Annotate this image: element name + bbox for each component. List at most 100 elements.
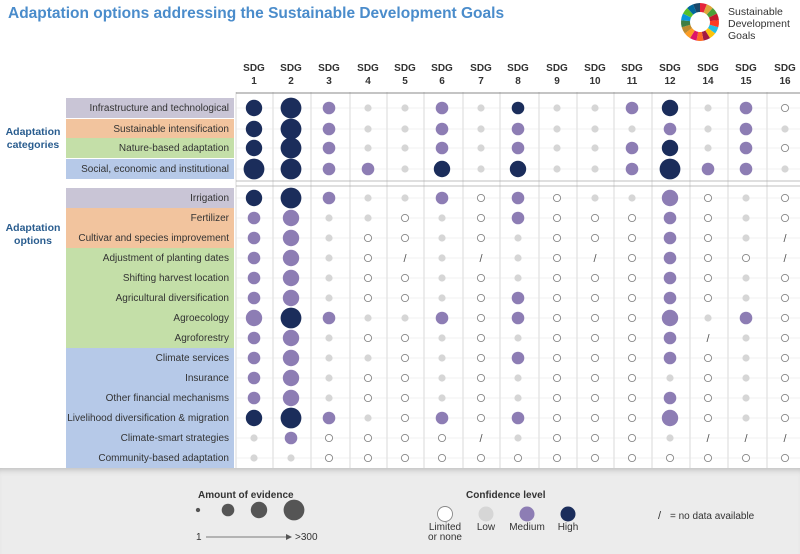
evidence-bubble <box>663 231 677 245</box>
evidence-bubble <box>590 413 600 423</box>
evidence-bubble <box>247 371 261 385</box>
evidence-bubble <box>324 433 334 443</box>
sdg-column-header: SDG 3 <box>311 62 347 88</box>
evidence-bubble <box>552 433 562 443</box>
evidence-bubble <box>742 214 750 222</box>
confidence-legend-label: High <box>543 523 593 533</box>
sdg-column-header: SDG 2 <box>273 62 309 88</box>
evidence-bubble <box>438 294 446 302</box>
evidence-bubble <box>739 141 753 155</box>
evidence-bubble <box>739 122 753 136</box>
evidence-bubble <box>400 393 410 403</box>
sdg-column-header-line: 11 <box>626 76 638 87</box>
evidence-bubble <box>400 453 410 463</box>
sdg-column-header-line: 2 <box>288 76 294 87</box>
evidence-bubble <box>250 434 258 442</box>
evidence-bubble <box>703 393 713 403</box>
evidence-bubble <box>245 139 263 157</box>
evidence-bubble <box>511 211 525 225</box>
evidence-bubble-no-data: / <box>783 233 787 245</box>
evidence-bubble <box>552 313 562 323</box>
evidence-bubble <box>322 191 336 205</box>
sdg-wheel-segment <box>682 7 694 18</box>
evidence-bubble <box>282 229 300 247</box>
evidence-bubble <box>703 373 713 383</box>
sdg-logo-text: Sustainable Development Goals <box>728 6 800 42</box>
evidence-bubble <box>247 291 261 305</box>
evidence-bubble <box>364 144 372 152</box>
confidence-legend-label: Limited or none <box>420 523 470 543</box>
evidence-bubble <box>435 191 449 205</box>
evidence-bubble <box>514 334 522 342</box>
evidence-bubble <box>780 103 790 113</box>
evidence-bubble <box>590 213 600 223</box>
evidence-bubble <box>324 453 334 463</box>
evidence-bubble <box>552 413 562 423</box>
evidence-bubble <box>322 162 336 176</box>
sdg-column-header: SDG 14 <box>690 62 726 88</box>
sdg-column-header: SDG 1 <box>236 62 272 88</box>
evidence-bubble <box>591 144 599 152</box>
legend-footer: Amount of evidence 1 >300 Confidence leve… <box>0 468 800 554</box>
confidence-legend <box>437 506 576 522</box>
evidence-bubble <box>553 144 561 152</box>
evidence-bubble <box>741 453 751 463</box>
sdg-column-header: SDG 10 <box>577 62 613 88</box>
evidence-bubble <box>628 125 636 133</box>
evidence-bubble <box>739 162 753 176</box>
confidence-legend-label-line: Medium <box>509 522 545 533</box>
evidence-bubble <box>282 329 300 347</box>
row-label: Climate services <box>155 352 229 364</box>
evidence-bubble <box>400 233 410 243</box>
evidence-bubble <box>552 213 562 223</box>
evidence-bubble <box>514 254 522 262</box>
row-band-orange <box>66 119 234 139</box>
evidence-legend: 1 >300 <box>195 499 318 543</box>
evidence-bubble-no-data: / <box>479 253 483 265</box>
evidence-bubble <box>590 373 600 383</box>
evidence-bubble <box>511 411 525 425</box>
evidence-bubble <box>325 254 333 262</box>
sdg-wheel-segment <box>708 13 719 22</box>
evidence-bubble <box>401 144 409 152</box>
evidence-bubble <box>282 209 300 227</box>
evidence-bubble <box>591 165 599 173</box>
sdg-column-header-line: 14 <box>702 76 714 87</box>
evidence-bubble <box>703 253 713 263</box>
evidence-bubble <box>435 141 449 155</box>
confidence-legend-label-line: High <box>557 522 579 533</box>
evidence-bubble <box>243 158 265 180</box>
row-label: Shifting harvest location <box>122 272 229 284</box>
confidence-legend-label: Medium <box>502 523 552 533</box>
evidence-bubble <box>325 234 333 242</box>
evidence-bubble <box>363 453 373 463</box>
evidence-bubble <box>663 291 677 305</box>
evidence-bubble <box>552 233 562 243</box>
evidence-bubble <box>661 139 679 157</box>
evidence-bubble-no-data: / <box>403 253 407 265</box>
evidence-bubble <box>552 273 562 283</box>
evidence-bubble <box>514 234 522 242</box>
evidence-bubble <box>780 453 790 463</box>
sdg-wheel-segment <box>684 28 695 39</box>
evidence-bubble <box>363 373 373 383</box>
evidence-bubble <box>552 393 562 403</box>
evidence-bubble <box>247 231 261 245</box>
sdg-wheel-segment <box>681 20 691 28</box>
evidence-bubble <box>247 271 261 285</box>
evidence-bubble <box>438 234 446 242</box>
evidence-bubble <box>245 409 263 427</box>
sdg-column-header: SDG 15 <box>728 62 764 88</box>
evidence-bubble <box>511 191 525 205</box>
evidence-bubble <box>742 374 750 382</box>
evidence-bubble <box>438 394 446 402</box>
sdg-column-header: SDG 8 <box>500 62 536 88</box>
sdg-column-header-line: SDG <box>697 63 719 74</box>
evidence-bubble <box>280 137 302 159</box>
evidence-bubble <box>780 333 790 343</box>
evidence-bubble <box>400 293 410 303</box>
evidence-bubble <box>250 454 258 462</box>
row-label: Agroforestry <box>174 332 229 344</box>
adaptation-options-label: Adaptation options <box>0 222 66 248</box>
evidence-bubble <box>552 453 562 463</box>
